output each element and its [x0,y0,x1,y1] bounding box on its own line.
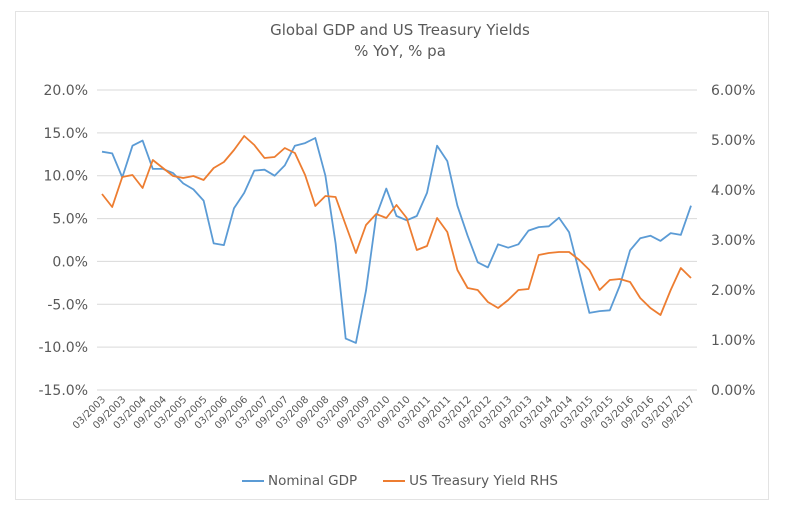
legend: Nominal GDP US Treasury Yield RHS [0,473,800,489]
y-tick-label: 0.0% [52,254,88,270]
chart-frame [15,11,769,500]
y-tick-label: 10.0% [44,169,88,185]
y2-tick-label: 0.00% [711,383,755,399]
chart-title: Global GDP and US Treasury Yields [270,21,530,39]
legend-swatch-orange [383,480,406,482]
left-y-axis: 20.0% 15.0% 10.0% 5.0% 0.0% -5.0% -10.0% -15.0% [38,83,88,399]
series-line-nominal-gdp [101,137,692,344]
y2-tick-label: 2.00% [711,283,755,299]
legend-item-nominal-gdp[interactable]: Nominal GDP [242,473,357,489]
y-tick-label: 5.0% [52,212,88,228]
x-axis: 03/200309/200303/200409/200403/200509/20… [71,394,697,431]
chart-subtitle: % YoY, % pa [354,42,446,60]
y2-tick-label: 3.00% [711,233,755,249]
gridlines [97,89,697,391]
legend-label: Nominal GDP [268,473,358,489]
y-tick-label: -5.0% [47,297,88,313]
right-y-axis: 6.00% 5.00% 4.00% 3.00% 2.00% 1.00% 0.00% [711,83,755,399]
series-lines [101,135,692,344]
y2-tick-label: 5.00% [711,133,755,149]
y-tick-label: 15.0% [44,126,88,142]
y2-tick-label: 1.00% [711,333,755,349]
y2-tick-label: 4.00% [711,183,755,199]
y-tick-label: 20.0% [44,83,88,99]
legend-swatch-blue [242,480,265,482]
legend-label: US Treasury Yield RHS [409,473,558,489]
legend-item-us-treasury-yield[interactable]: US Treasury Yield RHS [383,473,558,489]
y2-tick-label: 6.00% [711,83,755,99]
series-line-us-treasury-yield [101,135,692,316]
y-tick-label: -15.0% [38,383,88,399]
y-tick-label: -10.0% [38,340,88,356]
